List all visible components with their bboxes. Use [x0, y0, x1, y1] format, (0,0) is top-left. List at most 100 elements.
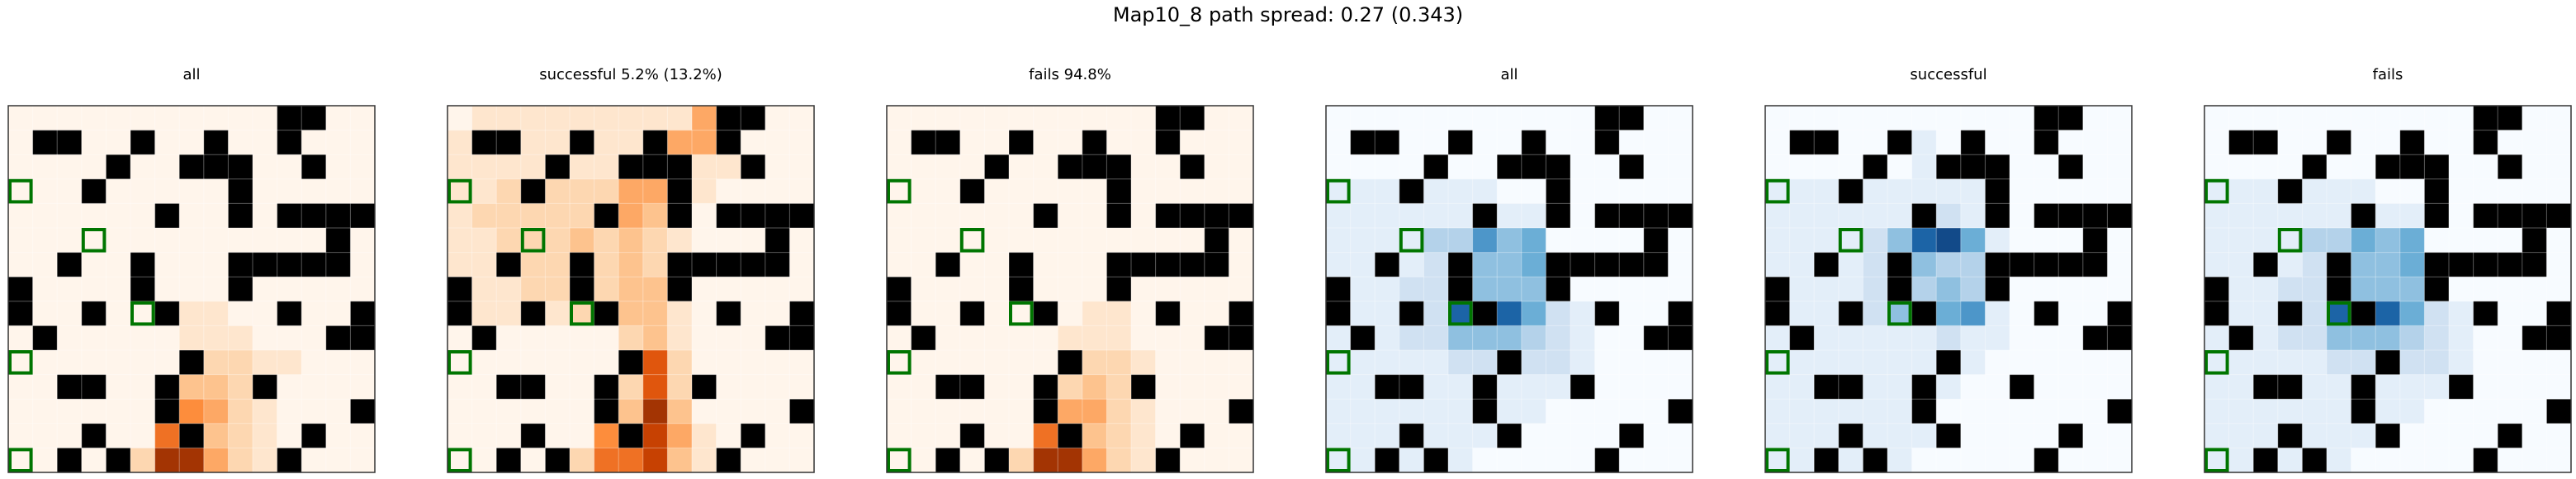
wall-cell: [2546, 203, 2572, 229]
heat-cell: [2351, 154, 2376, 180]
heat-cell: [2375, 252, 2401, 277]
heat-cell: [203, 301, 229, 326]
heat-cell: [1326, 399, 1352, 424]
heat-cell: [1789, 106, 1815, 131]
heat-cell: [57, 423, 83, 448]
heat-cell: [1960, 301, 1986, 326]
heat-cell: [1448, 228, 1474, 254]
heat-cell: [1789, 277, 1815, 302]
heat-cell: [570, 301, 595, 326]
heat-cell: [32, 423, 58, 448]
heat-cell: [1643, 374, 1669, 400]
heat-cell: [8, 448, 34, 473]
heat-cell: [1497, 130, 1522, 155]
heat-cell: [2546, 106, 2572, 131]
heat-cell: [1668, 423, 1693, 448]
wall-cell: [1985, 277, 2010, 302]
heat-cell: [1472, 325, 1498, 351]
wall-cell: [2424, 178, 2450, 204]
wall-cell: [203, 130, 229, 155]
heat-cell: [2522, 350, 2547, 376]
heat-cell: [911, 228, 936, 254]
wall-cell: [2277, 301, 2303, 326]
wall-cell: [1399, 301, 1424, 326]
heat-cell: [1472, 130, 1498, 155]
heat-cell: [545, 374, 571, 400]
heat-cell: [2399, 252, 2425, 277]
wall-cell: [959, 178, 985, 204]
heat-cell: [1229, 277, 1254, 302]
heat-cell: [1643, 154, 1669, 180]
heat-cell: [1521, 350, 1546, 376]
wall-cell: [2473, 448, 2498, 473]
goal-marker: [8, 178, 33, 204]
heat-cell: [1643, 130, 1669, 155]
heat-cell: [2082, 448, 2108, 473]
heat-cell: [496, 325, 522, 351]
heat-cell: [1375, 350, 1400, 376]
wall-cell: [1521, 130, 1546, 155]
heat-cell: [1960, 252, 1986, 277]
heat-cell: [959, 350, 985, 376]
wall-cell: [1911, 301, 1937, 326]
wall-cell: [594, 301, 619, 326]
heat-cell: [1326, 203, 1352, 229]
heat-cell: [594, 228, 619, 254]
heat-cell: [1619, 350, 1645, 376]
heat-cell: [2107, 178, 2133, 204]
heat-cell: [1960, 277, 1986, 302]
wall-cell: [1594, 203, 1620, 229]
heat-cell: [253, 178, 278, 204]
wall-cell: [1009, 130, 1035, 155]
heat-cell: [350, 448, 376, 473]
heat-cell: [1960, 325, 1986, 351]
heat-cell: [350, 423, 376, 448]
heat-cell: [1789, 423, 1815, 448]
heat-cell: [1546, 228, 1571, 254]
wall-cell: [228, 277, 253, 302]
heat-cell: [154, 106, 180, 131]
wall-cell: [1229, 301, 1254, 326]
heat-cell: [1350, 301, 1376, 326]
heat-cell: [2107, 106, 2133, 131]
heat-cell: [228, 301, 253, 326]
wall-cell: [1375, 374, 1400, 400]
heat-cell: [1863, 130, 1888, 155]
wall-cell: [130, 277, 156, 302]
heat-cell: [2058, 350, 2084, 376]
goal-marker: [447, 448, 472, 473]
wall-cell: [228, 203, 253, 229]
heat-cell: [520, 350, 546, 376]
heat-cell: [2327, 301, 2352, 326]
wall-cell: [253, 252, 278, 277]
heat-cell: [1497, 228, 1522, 254]
heat-cell: [1106, 399, 1132, 424]
heat-cell: [1643, 301, 1669, 326]
heat-cell: [911, 374, 936, 400]
wall-cell: [618, 350, 644, 376]
goal-marker: [1326, 350, 1351, 375]
heat-cell: [2424, 130, 2450, 155]
heat-cell: [2253, 178, 2279, 204]
heat-cell: [1668, 350, 1693, 376]
heat-cell: [1399, 448, 1424, 473]
heat-cell: [447, 106, 473, 131]
wall-cell: [789, 301, 815, 326]
heat-cell: [1497, 325, 1522, 351]
heat-cell: [1180, 399, 1205, 424]
heatmap-panel-2: [447, 105, 815, 473]
heat-cell: [1863, 277, 1888, 302]
heat-cell: [1155, 325, 1181, 351]
heat-cell: [1985, 350, 2010, 376]
heat-cell: [789, 374, 815, 400]
heat-cell: [1887, 399, 1913, 424]
heat-cell: [2277, 106, 2303, 131]
heat-cell: [618, 301, 644, 326]
heat-cell: [594, 448, 619, 473]
heat-cell: [1985, 130, 2010, 155]
heat-cell: [57, 325, 83, 351]
heat-cell: [1326, 325, 1352, 351]
wall-cell: [1643, 203, 1669, 229]
heat-cell: [545, 203, 571, 229]
heat-cell: [1131, 325, 1157, 351]
